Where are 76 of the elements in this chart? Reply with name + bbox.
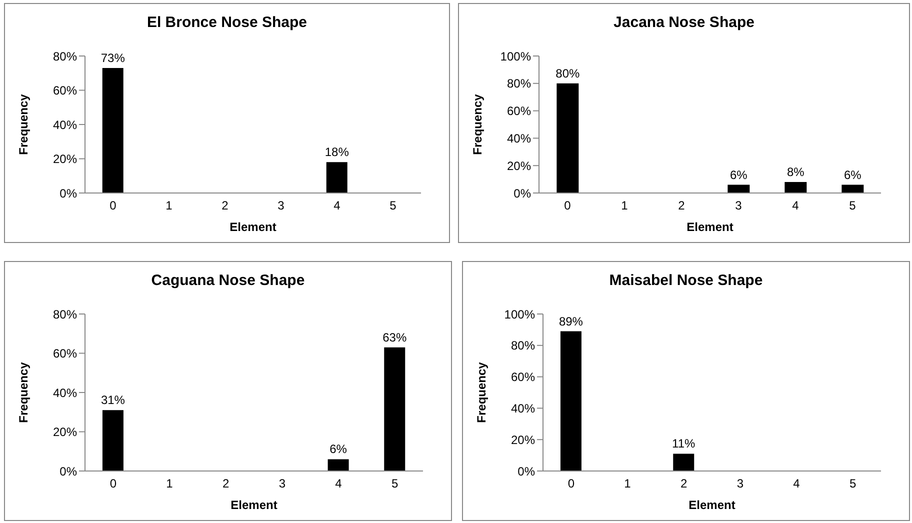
y-tick-label: 20% [506,158,532,173]
x-tick-label: 3 [278,198,285,213]
data-label: 6% [330,442,348,456]
x-tick-label: 2 [678,198,686,213]
chart-title: Caguana Nose Shape [150,272,306,291]
bar [556,83,579,193]
x-axis-title: Element [230,498,278,512]
x-tick-label: 0 [568,476,575,491]
chart-title: El Bronce Nose Shape [146,14,308,33]
x-tick-label: 0 [564,198,572,213]
bar [784,182,807,193]
x-tick-label: 4 [335,476,342,491]
x-tick-label: 5 [390,198,397,213]
x-tick-label: 5 [391,476,398,491]
x-tick-label: 4 [792,198,800,213]
y-axis-title: Frequency [470,94,484,155]
bar [728,184,750,193]
data-label: 73% [100,50,126,65]
y-tick-label: 60% [506,104,532,118]
y-tick-label: 40% [510,401,536,416]
x-axis-title: Element [688,498,736,512]
x-tick-label: 1 [166,476,174,491]
y-tick-label: 0% [514,186,532,200]
x-tick-label: 5 [849,198,856,213]
bar [102,410,124,471]
bar [842,184,864,193]
data-label: 18% [324,145,350,160]
chart-title: Jacana Nose Shape [612,14,756,33]
x-axis-title: Element [686,220,734,234]
y-tick-label: 0% [60,464,78,478]
x-tick-label: 1 [621,198,628,213]
x-tick-label: 3 [735,198,742,213]
y-tick-label: 20% [52,425,78,440]
y-axis-title: Frequency [16,362,30,423]
data-label: 89% [558,314,584,328]
data-label: 8% [787,165,805,180]
data-label: 63% [382,330,407,344]
data-label: 11% [672,436,696,451]
y-tick-label: 80% [510,338,536,353]
x-tick-label: 3 [278,476,286,491]
data-label: 6% [844,168,862,182]
x-tick-label: 1 [624,476,632,491]
y-tick-label: 0% [518,464,536,478]
bar [384,347,406,471]
x-tick-label: 1 [166,198,173,213]
x-tick-label: 3 [736,476,744,491]
y-tick-label: 20% [52,152,78,166]
x-tick-label: 5 [849,476,856,491]
bar [328,459,349,471]
x-tick-label: 4 [793,476,800,491]
x-tick-label: 0 [110,476,117,491]
y-tick-label: 40% [52,118,78,132]
data-label: 31% [100,393,126,408]
y-tick-label: 80% [506,76,532,91]
y-tick-label: 60% [52,84,78,98]
y-tick-label: 100% [500,49,532,64]
y-tick-label: 60% [52,346,78,361]
y-tick-label: 60% [510,370,536,384]
x-tick-label: 4 [334,198,341,213]
y-axis-title: Frequency [474,362,488,423]
y-tick-label: 100% [504,307,536,322]
x-axis-title: Element [230,220,276,234]
y-tick-label: 80% [52,49,78,64]
chart-title: Maisabel Nose Shape [608,272,764,291]
data-label: 6% [730,168,748,182]
y-tick-label: 0% [60,186,78,200]
x-tick-label: 2 [680,476,688,491]
y-tick-label: 20% [510,432,536,447]
x-tick-label: 2 [222,476,230,491]
x-tick-label: 0 [110,198,117,213]
y-axis-title: Frequency [16,94,30,155]
y-tick-label: 40% [52,386,78,400]
y-tick-label: 40% [506,131,532,146]
x-tick-label: 2 [222,198,229,213]
y-tick-label: 80% [52,307,78,322]
data-label: 80% [556,66,580,80]
